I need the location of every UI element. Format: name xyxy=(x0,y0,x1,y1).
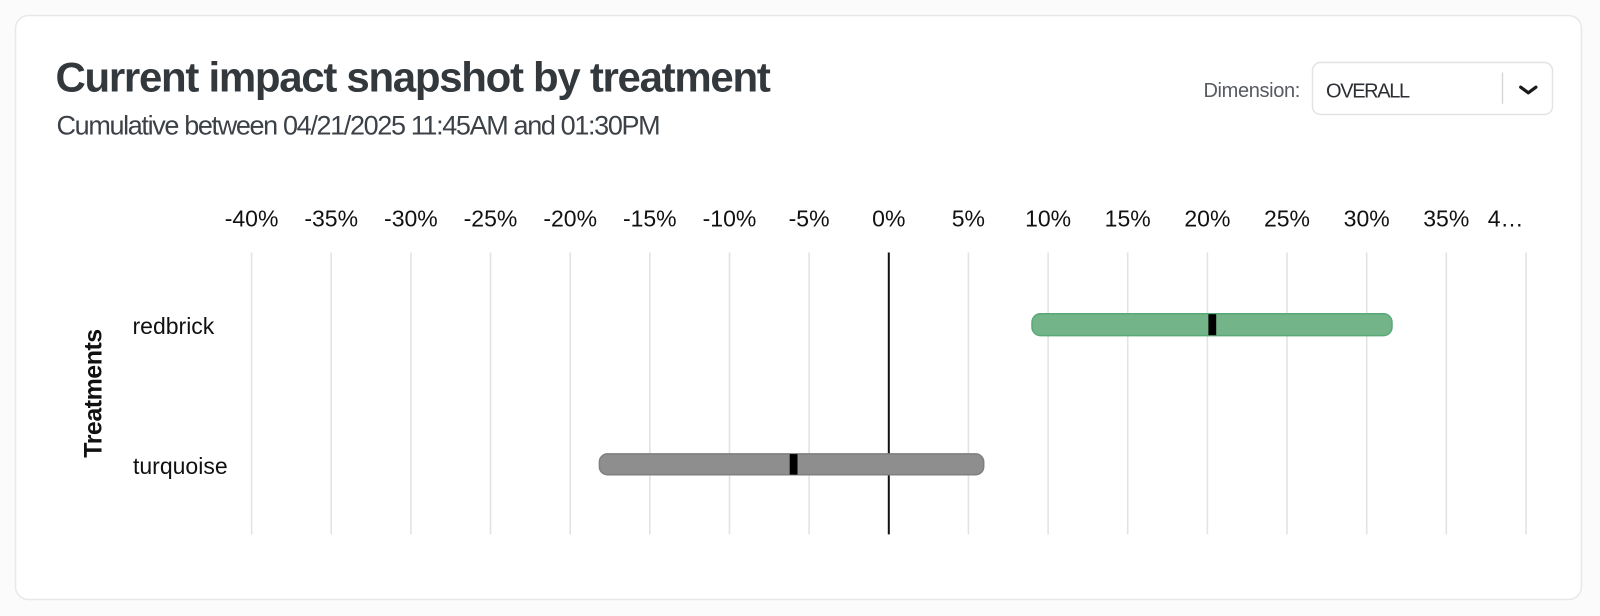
svg-text:Dimension:: Dimension: xyxy=(1203,80,1300,102)
svg-text:15%: 15% xyxy=(1105,206,1151,232)
svg-text:20%: 20% xyxy=(1184,206,1230,232)
svg-text:-20%: -20% xyxy=(543,206,597,232)
svg-text:-40%: -40% xyxy=(225,206,279,232)
svg-text:OVERALL: OVERALL xyxy=(1326,81,1410,103)
svg-text:10%: 10% xyxy=(1025,206,1071,232)
svg-text:Treatments: Treatments xyxy=(80,329,108,457)
svg-text:Cumulative between 04/21/2025: Cumulative between 04/21/2025 11:45AM an… xyxy=(57,110,660,140)
svg-text:30%: 30% xyxy=(1344,206,1390,232)
svg-text:4…: 4… xyxy=(1488,206,1524,232)
svg-text:35%: 35% xyxy=(1423,206,1469,232)
svg-text:5%: 5% xyxy=(952,206,985,232)
svg-text:Current impact snapshot by tre: Current impact snapshot by treatment xyxy=(56,54,771,101)
svg-text:0%: 0% xyxy=(872,206,905,232)
svg-text:-35%: -35% xyxy=(304,206,358,232)
svg-text:redbrick: redbrick xyxy=(133,313,215,339)
svg-text:25%: 25% xyxy=(1264,206,1310,232)
svg-text:-30%: -30% xyxy=(384,206,438,232)
svg-text:-25%: -25% xyxy=(464,206,518,232)
svg-text:-10%: -10% xyxy=(703,206,757,232)
svg-text:-5%: -5% xyxy=(789,206,830,232)
svg-text:-15%: -15% xyxy=(623,206,677,232)
svg-text:turquoise: turquoise xyxy=(133,453,228,479)
